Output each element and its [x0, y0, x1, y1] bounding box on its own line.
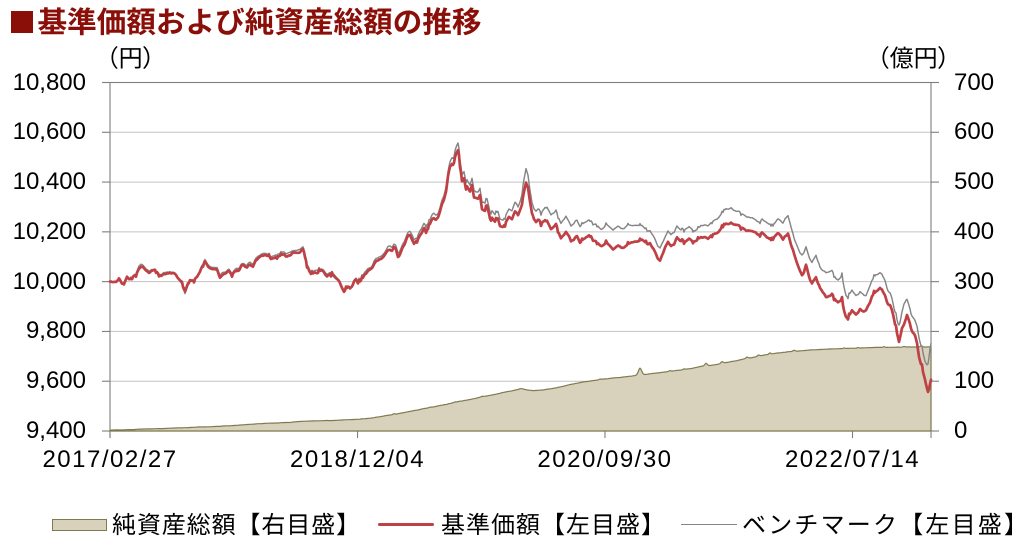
- legend-swatch-net-assets: [52, 519, 107, 531]
- right-axis-label-300: 300: [954, 267, 995, 295]
- left-axis-label-9600: 9,600: [25, 367, 86, 395]
- right-axis-label-500: 500: [954, 168, 995, 196]
- left-axis-label-10400: 10,400: [12, 168, 86, 196]
- x-axis-label-2018-12-04: 2018/12/04: [289, 446, 426, 473]
- left-axis-label-10200: 10,200: [12, 217, 86, 245]
- x-axis-label-2017-02-27: 2017/02/27: [42, 446, 178, 473]
- legend-swatch-nav: [378, 522, 434, 526]
- chart-title-glyph-path: [38, 7, 481, 36]
- right-axis-label-0: 0: [954, 417, 968, 444]
- x-axis-label-2022-07-14: 2022/07/14: [784, 446, 921, 473]
- legend-swatch-benchmark: [681, 523, 737, 526]
- series-area-net-assets: [109, 345, 932, 432]
- left-axis-label-9800: 9,800: [25, 317, 86, 345]
- left-axis-label-9400: 9,400: [25, 417, 86, 444]
- right-axis-label-400: 400: [954, 217, 995, 245]
- right-axis-label-700: 700: [954, 68, 995, 96]
- right-axis-label-200: 200: [954, 317, 995, 345]
- x-axis-label-2020-09-30: 2020/09/30: [537, 446, 673, 473]
- title-square-marker-icon: [10, 11, 33, 34]
- series-line-nav: [108, 148, 933, 394]
- series-line-benchmark: [109, 142, 932, 366]
- right-axis-label-100: 100: [954, 367, 995, 395]
- left-axis-label-10000: 10,000: [12, 267, 86, 295]
- right-axis-label-600: 600: [954, 118, 995, 146]
- left-axis-label-10800: 10,800: [12, 68, 86, 96]
- left-axis-label-10600: 10,600: [12, 118, 86, 146]
